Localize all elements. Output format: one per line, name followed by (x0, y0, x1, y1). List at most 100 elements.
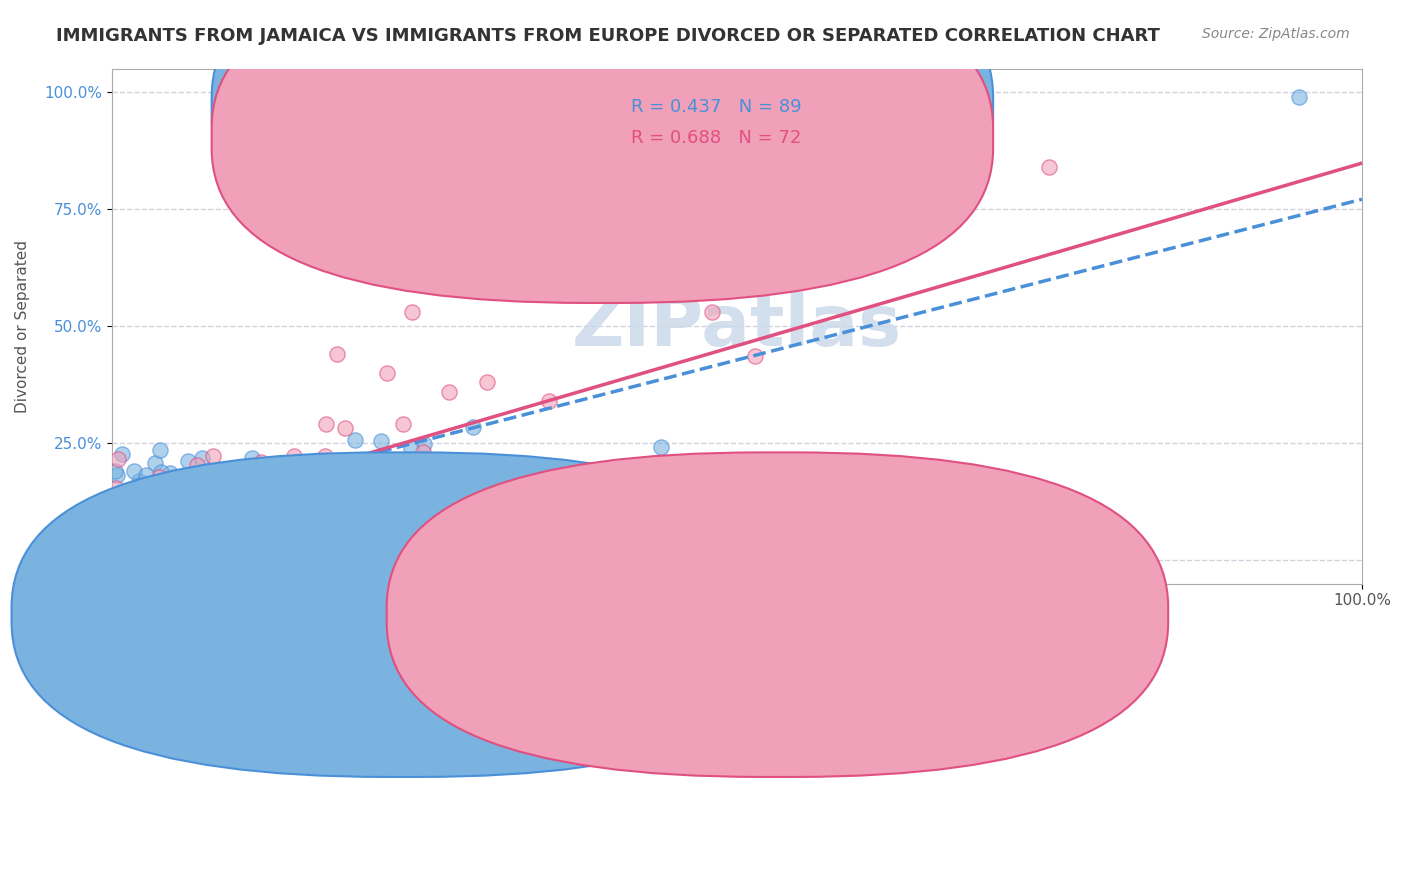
Point (751, 539, 773, 553)
Point (650, 440, 672, 454)
Point (121, 499, 143, 513)
Point (232, 482, 254, 496)
Point (333, 421, 356, 435)
Point (160, 510, 183, 524)
Text: ZIPatlas: ZIPatlas (572, 292, 901, 360)
Point (366, 475, 388, 489)
Point (191, 481, 214, 495)
Point (278, 504, 301, 518)
Point (321, 514, 343, 528)
Point (190, 511, 212, 525)
Point (107, 492, 129, 507)
Point (283, 450, 305, 464)
Point (309, 508, 332, 522)
Point (319, 512, 342, 526)
Point (187, 518, 209, 533)
Point (105, 498, 128, 512)
Point (214, 508, 236, 523)
Point (375, 366, 398, 380)
Point (155, 478, 177, 492)
Point (212, 483, 235, 498)
Point (198, 493, 221, 508)
Point (315, 489, 337, 503)
Point (364, 452, 387, 467)
Point (392, 463, 415, 477)
Text: R = 0.688   N = 72: R = 0.688 N = 72 (630, 129, 801, 147)
Point (132, 483, 155, 498)
Point (148, 517, 170, 532)
Point (112, 524, 135, 538)
Text: Immigrants from Europe: Immigrants from Europe (831, 607, 1018, 622)
Point (370, 434, 392, 448)
Point (180, 515, 202, 529)
Point (224, 515, 246, 529)
Point (149, 443, 172, 458)
Point (281, 467, 304, 482)
Point (145, 484, 167, 499)
Point (153, 522, 176, 536)
Point (266, 477, 288, 491)
Point (250, 455, 273, 469)
Point (135, 480, 157, 494)
Point (240, 450, 263, 465)
FancyBboxPatch shape (11, 452, 793, 777)
Point (273, 540, 295, 554)
Point (311, 503, 333, 517)
Point (190, 450, 212, 465)
Point (305, 499, 328, 513)
Point (191, 524, 214, 539)
Point (315, 467, 337, 481)
Point (115, 486, 138, 500)
Point (173, 499, 195, 513)
Point (120, 553, 142, 567)
Point (138, 477, 160, 491)
Point (744, 349, 766, 363)
Y-axis label: Divorced or Separated: Divorced or Separated (15, 240, 30, 413)
Point (195, 476, 218, 491)
Point (149, 465, 172, 479)
Point (226, 499, 249, 513)
Text: IMMIGRANTS FROM JAMAICA VS IMMIGRANTS FROM EUROPE DIVORCED OR SEPARATED CORRELAT: IMMIGRANTS FROM JAMAICA VS IMMIGRANTS FR… (56, 27, 1160, 45)
Point (285, 457, 308, 471)
Point (153, 524, 176, 538)
Point (139, 527, 162, 541)
Point (120, 553, 142, 567)
Point (105, 513, 128, 527)
Point (112, 553, 135, 567)
Point (128, 475, 150, 489)
Point (135, 468, 157, 483)
Point (139, 524, 162, 539)
Point (104, 464, 127, 478)
Point (101, 521, 124, 535)
Point (136, 518, 159, 533)
Point (149, 489, 172, 503)
FancyBboxPatch shape (550, 89, 900, 167)
Point (145, 506, 167, 520)
Point (1038, 160, 1060, 174)
Point (152, 508, 174, 522)
Point (166, 473, 188, 487)
Point (217, 486, 239, 500)
Point (167, 481, 190, 495)
Point (111, 447, 134, 461)
Point (139, 522, 162, 536)
Point (159, 490, 181, 504)
Point (128, 527, 150, 541)
Point (325, 347, 347, 361)
Point (179, 485, 201, 500)
Point (461, 419, 484, 434)
Point (131, 511, 153, 525)
Point (219, 481, 242, 495)
Point (135, 551, 157, 566)
Point (257, 472, 280, 486)
Point (245, 475, 267, 490)
Point (271, 473, 294, 487)
Point (700, 305, 723, 319)
Point (177, 454, 200, 468)
Point (159, 516, 181, 530)
Point (292, 510, 315, 524)
Text: R = 0.437   N = 89: R = 0.437 N = 89 (630, 98, 801, 116)
Point (145, 506, 167, 520)
Point (391, 417, 413, 432)
Point (112, 522, 135, 536)
